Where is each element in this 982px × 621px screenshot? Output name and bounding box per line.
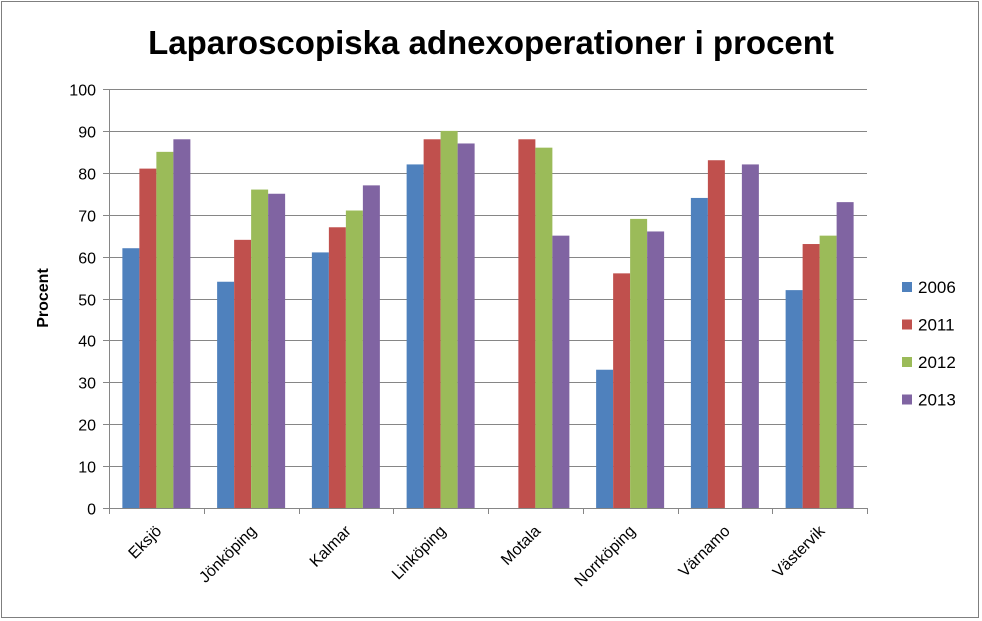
y-tick-label: 60 [78, 251, 96, 268]
bar-2011-3 [423, 139, 441, 508]
bar-2013-6 [741, 164, 759, 509]
x-tick-label: Eksjö [126, 523, 166, 563]
axes [103, 89, 868, 514]
bar-2006-6 [690, 197, 708, 508]
chart-title: Laparoscopiska adnexoperationer i procen… [148, 24, 834, 61]
legend-swatch-2012 [902, 357, 912, 367]
x-tick-label: Motala [498, 523, 544, 569]
legend-label-2011: 2011 [918, 316, 955, 335]
y-tick-label: 90 [78, 125, 96, 142]
bar-2012-4 [535, 147, 553, 508]
bar-2011-0 [139, 168, 157, 509]
bar-2012-2 [345, 210, 363, 508]
bar-2013-0 [173, 139, 191, 508]
bar-2006-7 [785, 290, 803, 508]
x-tick-labels: Eksjö Jönköping Kalmar Linköping Motala Norrk… [126, 522, 830, 590]
y-tick-label: 30 [78, 376, 96, 393]
bar-2011-2 [328, 227, 346, 508]
bar-2006-1 [217, 281, 235, 508]
bar-2012-5 [630, 218, 648, 508]
bars-group [122, 130, 854, 509]
legend-label-2013: 2013 [918, 391, 956, 410]
bar-2006-3 [406, 164, 424, 509]
y-tick-labels: 0 10 20 30 40 50 60 70 80 90 100 [69, 83, 96, 519]
bar-2013-2 [362, 185, 380, 508]
bar-2011-7 [802, 244, 820, 508]
bar-2006-2 [311, 252, 329, 508]
bar-2013-4 [552, 235, 570, 508]
y-tick-label: 50 [78, 293, 96, 310]
bar-2011-1 [234, 239, 252, 508]
bar-2012-7 [819, 235, 837, 508]
bar-2013-7 [836, 202, 854, 508]
y-tick-label: 20 [78, 418, 96, 435]
bar-2006-0 [122, 248, 140, 508]
y-tick-label: 10 [78, 460, 96, 477]
y-tick-label: 40 [78, 334, 96, 351]
bar-2011-5 [613, 273, 631, 508]
bar-2012-1 [251, 189, 269, 508]
bar-2012-0 [156, 151, 174, 508]
legend-swatch-2006 [902, 282, 912, 292]
legend-label-2012: 2012 [918, 353, 956, 372]
y-tick-label: 100 [69, 83, 96, 100]
bar-2013-5 [647, 231, 665, 508]
legend: 2006 2011 2012 2013 [902, 278, 956, 410]
y-tick-label: 80 [78, 167, 96, 184]
x-tick-label: Värnamo [676, 523, 734, 581]
x-tick-label: Norrköping [572, 523, 639, 590]
legend-swatch-2011 [902, 319, 912, 330]
x-tick-label: Kalmar [307, 522, 355, 570]
x-tick-label: Linköping [389, 523, 449, 583]
y-axis-label: Procent [35, 268, 52, 328]
bar-2013-1 [268, 193, 286, 508]
bar-2012-3 [440, 130, 458, 508]
y-tick-label: 0 [87, 502, 96, 519]
y-tick-label: 70 [78, 209, 96, 226]
bar-2013-3 [457, 143, 475, 508]
x-tick-label: Jönköping [196, 523, 260, 587]
x-tick-label: Västervik [770, 522, 829, 581]
bar-2011-6 [707, 160, 725, 509]
legend-swatch-2013 [902, 394, 912, 405]
legend-label-2006: 2006 [918, 278, 956, 297]
bar-2011-4 [518, 139, 536, 508]
bar-2006-5 [596, 369, 614, 508]
